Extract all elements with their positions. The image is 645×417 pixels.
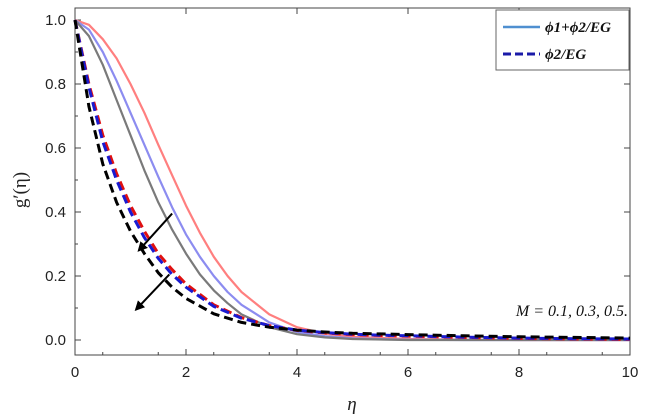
legend-label-mono: ϕ2/EG bbox=[545, 47, 586, 63]
y-tick-label: 0.6 bbox=[45, 140, 66, 157]
x-tick-label: 0 bbox=[71, 364, 79, 381]
x-tick-label: 6 bbox=[404, 364, 412, 381]
tick-labels: 0 2 4 6 8 10 0.0 0.2 0.4 0.6 0.8 1.0 bbox=[45, 12, 638, 381]
legend-label-hybrid: ϕ1+ϕ2/EG bbox=[545, 20, 611, 36]
x-tick-label: 10 bbox=[622, 364, 639, 381]
y-tick-label: 0.0 bbox=[45, 332, 66, 349]
y-tick-label: 0.2 bbox=[45, 268, 66, 285]
y-tick-label: 0.8 bbox=[45, 76, 66, 93]
x-tick-label: 8 bbox=[515, 364, 523, 381]
y-axis-label: g′(η) bbox=[10, 172, 31, 208]
y-tick-label: 0.4 bbox=[45, 204, 66, 221]
series-layer bbox=[73, 18, 631, 342]
series-line-hybrid-m05 bbox=[74, 19, 630, 342]
parameter-annotation: M = 0.1, 0.3, 0.5. bbox=[515, 303, 628, 320]
arrow-layer bbox=[134, 212, 173, 312]
series-line-mono-m05 bbox=[73, 19, 631, 340]
legend: ϕ1+ϕ2/EG ϕ2/EG bbox=[495, 9, 630, 71]
x-axis-label: η bbox=[347, 394, 356, 415]
trend-arrow bbox=[134, 273, 171, 312]
plot-frame bbox=[74, 7, 631, 356]
x-tick-label: 4 bbox=[293, 364, 301, 381]
x-tick-label: 2 bbox=[182, 364, 190, 381]
trend-arrow bbox=[137, 212, 173, 252]
series-line-mono-m03 bbox=[73, 19, 631, 341]
legend-box bbox=[495, 9, 630, 71]
y-tick-label: 1.0 bbox=[45, 12, 66, 29]
